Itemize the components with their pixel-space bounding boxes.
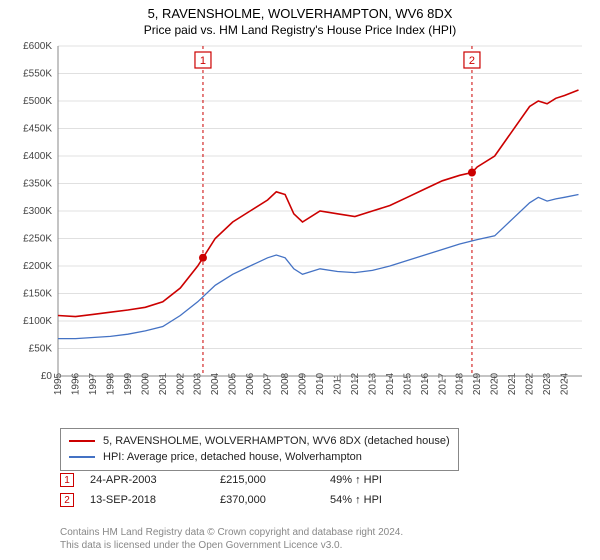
sale-date: 24-APR-2003 (90, 474, 220, 486)
legend: 5, RAVENSHOLME, WOLVERHAMPTON, WV6 8DX (… (60, 428, 459, 471)
svg-text:£600K: £600K (23, 41, 52, 52)
sale-hpi: 49% ↑ HPI (330, 474, 450, 486)
svg-text:£350K: £350K (23, 179, 52, 190)
sale-date: 13-SEP-2018 (90, 494, 220, 506)
sale-badge: 1 (60, 473, 74, 487)
svg-text:£400K: £400K (23, 151, 52, 162)
sale-badge: 2 (60, 493, 74, 507)
legend-swatch (69, 456, 95, 458)
sale-row: 1 24-APR-2003 £215,000 49% ↑ HPI (60, 470, 450, 490)
legend-label: 5, RAVENSHOLME, WOLVERHAMPTON, WV6 8DX (… (103, 435, 450, 447)
svg-text:2: 2 (469, 55, 475, 67)
svg-text:£550K: £550K (23, 69, 52, 80)
svg-text:£450K: £450K (23, 124, 52, 135)
legend-swatch (69, 440, 95, 442)
page-subtitle: Price paid vs. HM Land Registry's House … (0, 23, 600, 37)
price-chart: £0 £50K £100K £150K £200K £250K £300K £350K £400… (8, 40, 592, 420)
sale-row: 2 13-SEP-2018 £370,000 54% ↑ HPI (60, 490, 450, 510)
legend-item: 5, RAVENSHOLME, WOLVERHAMPTON, WV6 8DX (… (69, 433, 450, 449)
sale-price: £370,000 (220, 494, 330, 506)
svg-text:£300K: £300K (23, 206, 52, 217)
sales-table: 1 24-APR-2003 £215,000 49% ↑ HPI 2 13-SE… (60, 470, 450, 510)
svg-text:£200K: £200K (23, 261, 52, 272)
svg-text:£100K: £100K (23, 316, 52, 327)
page-title: 5, RAVENSHOLME, WOLVERHAMPTON, WV6 8DX (0, 6, 600, 21)
svg-text:1: 1 (200, 55, 206, 67)
sale-hpi: 54% ↑ HPI (330, 494, 450, 506)
svg-text:£0: £0 (41, 371, 53, 382)
svg-text:£150K: £150K (23, 289, 52, 300)
svg-text:£50K: £50K (29, 344, 53, 355)
sale-price: £215,000 (220, 474, 330, 486)
legend-item: HPI: Average price, detached house, Wolv… (69, 449, 450, 465)
svg-text:£250K: £250K (23, 234, 52, 245)
footer-attribution: Contains HM Land Registry data © Crown c… (60, 526, 584, 552)
legend-label: HPI: Average price, detached house, Wolv… (103, 451, 362, 463)
svg-text:£500K: £500K (23, 96, 52, 107)
